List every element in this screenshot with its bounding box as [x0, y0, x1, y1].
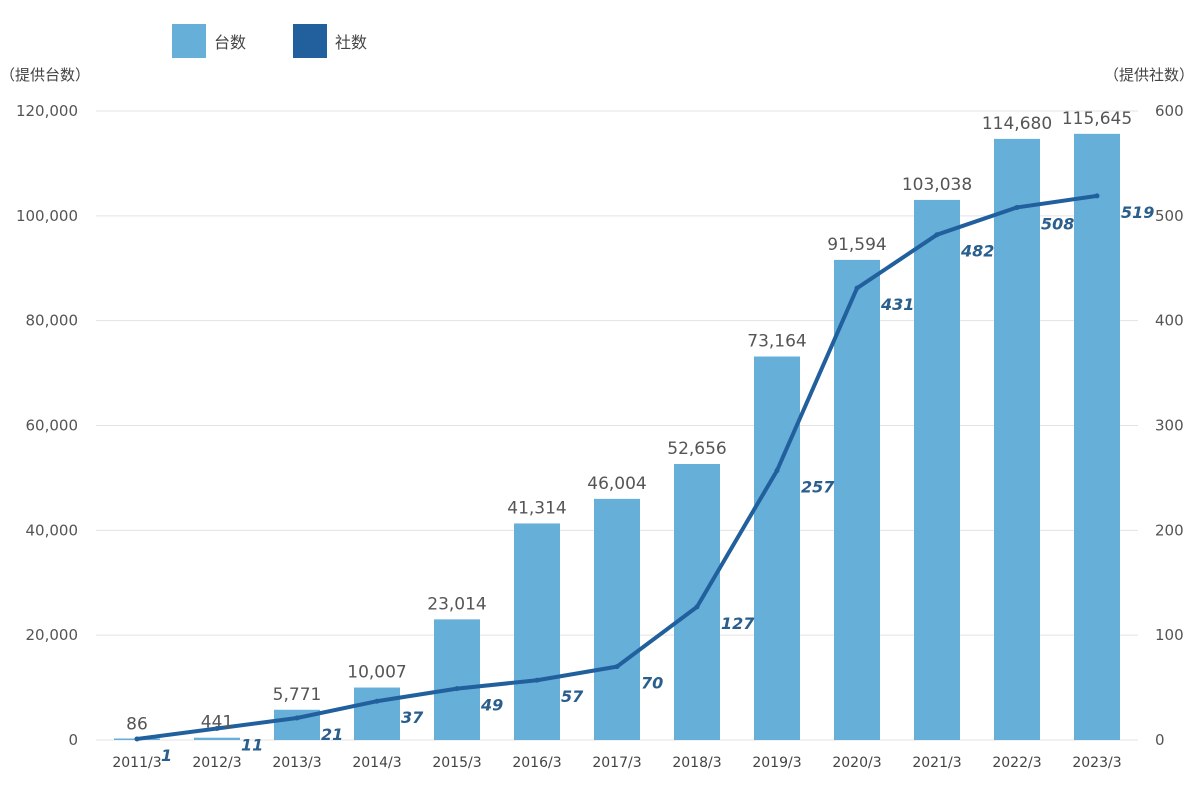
- line-point: [214, 725, 220, 731]
- bar-value-label: 73,164: [747, 331, 806, 351]
- line-value-label: 519: [1121, 203, 1154, 222]
- bar-value-label: 46,004: [587, 474, 646, 494]
- bar-value-label: 441: [201, 713, 233, 733]
- y-right-axis-title: （提供社数）: [1104, 66, 1194, 84]
- x-tick-label: 2015/3: [432, 755, 481, 771]
- line-point: [374, 698, 380, 704]
- bar-value-labels: 86 441 5,771 10,007 23,014 41,314 46,004 52,656…: [126, 109, 1132, 735]
- y-left-tick-label: 100,000: [16, 207, 78, 225]
- y-left-tick-label: 20,000: [26, 626, 79, 644]
- y-right-tick-label: 400: [1155, 312, 1184, 330]
- y-right-tick-label: 600: [1155, 102, 1184, 120]
- y-right-tick-label: 500: [1155, 207, 1184, 225]
- x-tick-label: 2013/3: [272, 755, 321, 771]
- line-value-label: 11: [241, 735, 263, 754]
- x-axis-ticks: 2011/3 2012/3 2013/3 2014/3 2015/3 2016/3 2017…: [112, 755, 1121, 771]
- bar-series-units: [114, 133, 1120, 740]
- line-value-label: 257: [801, 478, 835, 497]
- bar: [194, 737, 240, 740]
- bar-value-label: 5,771: [273, 685, 322, 705]
- line-point: [1014, 204, 1020, 210]
- bar: [594, 498, 640, 740]
- y-left-tick-label: 40,000: [26, 521, 79, 539]
- line-value-label: 1: [161, 746, 172, 765]
- line-point: [614, 664, 620, 670]
- line-value-label: 37: [401, 708, 424, 727]
- bar-value-label: 41,314: [507, 498, 566, 518]
- y-right-tick-label: 200: [1155, 521, 1184, 539]
- line-value-label: 70: [641, 674, 663, 693]
- bar-value-label: 103,038: [902, 175, 972, 195]
- bar: [434, 619, 480, 740]
- x-tick-label: 2014/3: [352, 755, 401, 771]
- x-tick-label: 2019/3: [752, 755, 801, 771]
- line-point: [134, 736, 140, 742]
- x-tick-label: 2020/3: [832, 755, 881, 771]
- x-tick-label: 2021/3: [912, 755, 961, 771]
- bar-value-label: 10,007: [347, 663, 406, 683]
- bar-value-label: 114,680: [982, 114, 1052, 134]
- bar: [834, 259, 880, 740]
- bar-value-label: 91,594: [827, 235, 886, 255]
- y-left-tick-label: 60,000: [26, 417, 79, 435]
- bar: [914, 199, 960, 740]
- legend-label-companies: 社数: [335, 33, 367, 52]
- y-right-tick-label: 300: [1155, 417, 1184, 435]
- line-value-label: 508: [1041, 214, 1074, 233]
- bar-value-label: 86: [126, 715, 148, 735]
- bar: [354, 687, 400, 740]
- line-value-label: 127: [721, 614, 755, 633]
- line-value-label: 57: [561, 687, 584, 706]
- y-right-tick-label: 100: [1155, 626, 1184, 644]
- line-point: [774, 468, 780, 474]
- y-left-tick-label: 0: [68, 731, 78, 749]
- line-series-companies: [134, 193, 1100, 742]
- y-left-tick-label: 120,000: [16, 102, 78, 120]
- legend-label-units: 台数: [214, 33, 246, 52]
- x-tick-label: 2023/3: [1072, 755, 1121, 771]
- line-value-label: 21: [321, 725, 343, 744]
- bar: [514, 523, 560, 740]
- line-value-label: 431: [880, 295, 914, 314]
- bar-value-label: 23,014: [427, 594, 486, 614]
- line-point: [294, 715, 300, 721]
- line-value-label: 49: [480, 696, 503, 715]
- line-point: [854, 285, 860, 291]
- bar-value-label: 115,645: [1062, 109, 1132, 129]
- line-point: [694, 604, 700, 610]
- x-tick-label: 2012/3: [192, 755, 241, 771]
- y-left-tick-label: 80,000: [26, 312, 79, 330]
- y-left-axis-title: （提供台数）: [0, 66, 90, 84]
- x-tick-label: 2016/3: [512, 755, 561, 771]
- line-point: [934, 232, 940, 238]
- x-tick-label: 2017/3: [592, 755, 641, 771]
- line-point: [534, 677, 540, 683]
- bar: [1074, 133, 1120, 740]
- legend-swatch-units: [172, 24, 206, 58]
- line-point: [1094, 193, 1100, 199]
- line-point: [454, 686, 460, 692]
- bar: [994, 138, 1040, 740]
- y-left-axis-ticks: 0 20,000 40,000 60,000 80,000 100,000 120,000: [16, 102, 78, 749]
- legend: 台数 社数: [172, 24, 367, 58]
- legend-swatch-companies: [293, 24, 327, 58]
- x-tick-label: 2022/3: [992, 755, 1041, 771]
- line-value-label: 482: [960, 242, 994, 261]
- y-right-axis-ticks: 0 100 200 300 400 500 600: [1155, 102, 1184, 749]
- bar: [674, 463, 720, 740]
- bar-value-label: 52,656: [667, 439, 726, 459]
- bar: [754, 356, 800, 740]
- x-tick-label: 2011/3: [112, 755, 161, 771]
- y-right-tick-label: 0: [1155, 731, 1165, 749]
- x-tick-label: 2018/3: [672, 755, 721, 771]
